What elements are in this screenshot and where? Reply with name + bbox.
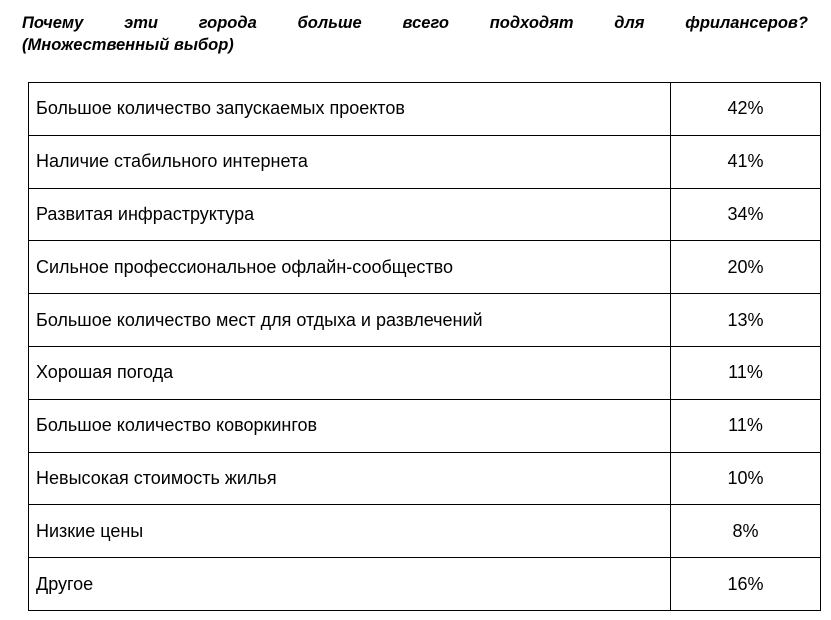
table-row: Невысокая стоимость жилья 10% xyxy=(28,451,821,506)
title-line-2: (Множественный выбор) xyxy=(22,36,234,54)
title-word: для xyxy=(614,14,645,32)
row-label: Низкие цены xyxy=(28,504,671,559)
title-word: подходят xyxy=(489,14,574,32)
page-title: Почему эти города больше всего подходят для фри… xyxy=(22,12,808,56)
row-value: 8% xyxy=(670,504,821,559)
row-value: 11% xyxy=(670,398,821,453)
title-line-1: Почему эти города больше всего подходят для фри… xyxy=(22,12,808,34)
title-word: эти xyxy=(124,14,158,32)
title-word: фрилансеров? xyxy=(685,14,808,32)
row-label: Большое количество коворкингов xyxy=(28,398,671,453)
title-word: больше xyxy=(297,14,362,32)
title-word: Почему xyxy=(22,14,84,32)
row-value: 11% xyxy=(670,345,821,400)
row-label: Другое xyxy=(28,557,671,611)
row-value: 20% xyxy=(670,240,821,295)
row-label: Развитая инфраструктура xyxy=(28,187,671,242)
row-label: Хорошая погода xyxy=(28,345,671,400)
title-word: всего xyxy=(402,14,449,32)
table-row: Хорошая погода 11% xyxy=(28,345,821,400)
row-value: 16% xyxy=(670,557,821,611)
row-label: Большое количество мест для отдыха и раз… xyxy=(28,293,671,347)
row-value: 10% xyxy=(670,451,821,506)
table-row: Наличие стабильного интернета 41% xyxy=(28,134,821,189)
table-row: Развитая инфраструктура 34% xyxy=(28,187,821,242)
table-row: Сильное профессиональное офлайн-сообщест… xyxy=(28,240,821,295)
row-value: 34% xyxy=(670,187,821,242)
survey-results-table: Большое количество запускаемых проектов 4… xyxy=(28,82,821,611)
row-label: Невысокая стоимость жилья xyxy=(28,451,671,506)
table-row: Большое количество запускаемых проектов 4… xyxy=(28,82,821,136)
table-body: Большое количество запускаемых проектов 4… xyxy=(28,82,821,611)
row-value: 42% xyxy=(670,82,821,136)
table-row: Низкие цены 8% xyxy=(28,504,821,559)
row-label: Наличие стабильного интернета xyxy=(28,134,671,189)
row-label: Сильное профессиональное офлайн-сообщест… xyxy=(28,240,671,295)
table-row: Большое количество коворкингов 11% xyxy=(28,398,821,453)
table-row: Другое 16% xyxy=(28,557,821,611)
title-word: города xyxy=(198,14,257,32)
table-row: Большое количество мест для отдыха и раз… xyxy=(28,293,821,347)
row-value: 13% xyxy=(670,293,821,347)
row-value: 41% xyxy=(670,134,821,189)
row-label: Большое количество запускаемых проектов xyxy=(28,82,671,136)
